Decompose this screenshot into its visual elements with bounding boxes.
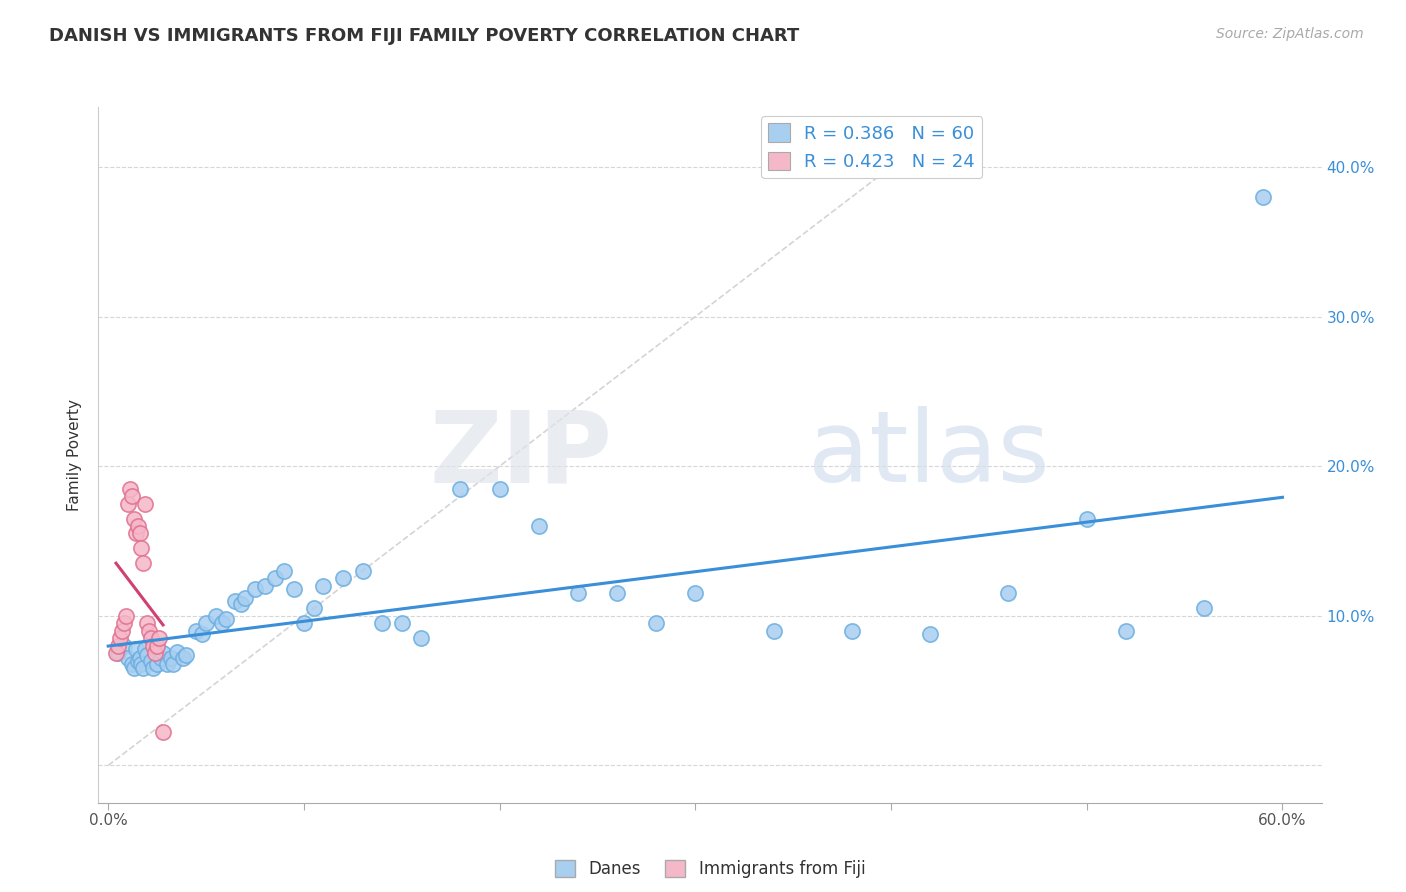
- Point: [253, 579, 276, 593]
- Point: [143, 646, 166, 660]
- Point: [292, 616, 315, 631]
- Point: [332, 571, 354, 585]
- Point: [160, 650, 183, 665]
- Point: [112, 616, 135, 631]
- Point: [127, 654, 149, 668]
- Point: [312, 579, 335, 593]
- Point: [920, 626, 942, 640]
- Point: [150, 650, 173, 665]
- Point: [606, 586, 628, 600]
- Point: [124, 526, 146, 541]
- Point: [1192, 601, 1215, 615]
- Point: [117, 650, 139, 665]
- Point: [1251, 190, 1274, 204]
- Point: [138, 624, 160, 638]
- Point: [1076, 511, 1098, 525]
- Point: [152, 646, 174, 660]
- Point: [488, 482, 510, 496]
- Text: DANISH VS IMMIGRANTS FROM FIJI FAMILY POVERTY CORRELATION CHART: DANISH VS IMMIGRANTS FROM FIJI FAMILY PO…: [49, 27, 800, 45]
- Point: [131, 657, 153, 671]
- Point: [122, 661, 145, 675]
- Point: [450, 482, 472, 496]
- Point: [231, 597, 253, 611]
- Point: [112, 639, 135, 653]
- Point: [263, 571, 285, 585]
- Point: [141, 654, 163, 668]
- Point: [302, 601, 325, 615]
- Point: [146, 639, 169, 653]
- Point: [214, 612, 236, 626]
- Point: [136, 616, 159, 631]
- Point: [172, 650, 194, 665]
- Point: [841, 624, 863, 638]
- Point: [128, 650, 150, 665]
- Point: [162, 657, 184, 671]
- Y-axis label: Family Poverty: Family Poverty: [67, 399, 83, 511]
- Point: [128, 526, 150, 541]
- Point: [148, 631, 170, 645]
- Point: [117, 497, 139, 511]
- Text: 0.0%: 0.0%: [89, 814, 128, 829]
- Point: [224, 594, 246, 608]
- Point: [567, 586, 589, 600]
- Text: 60.0%: 60.0%: [1258, 814, 1306, 829]
- Point: [124, 641, 146, 656]
- Point: [176, 648, 198, 662]
- Point: [233, 591, 256, 605]
- Point: [371, 616, 394, 631]
- Point: [142, 661, 165, 675]
- Point: [108, 631, 131, 645]
- Point: [134, 641, 156, 656]
- Point: [645, 616, 668, 631]
- Point: [141, 631, 163, 645]
- Point: [121, 657, 143, 671]
- Point: [273, 564, 295, 578]
- Point: [114, 608, 136, 623]
- Point: [191, 626, 214, 640]
- Point: [762, 624, 785, 638]
- Point: [107, 646, 129, 660]
- Point: [1115, 624, 1137, 638]
- Point: [105, 646, 128, 660]
- Point: [132, 661, 155, 675]
- Point: [352, 564, 374, 578]
- Point: [685, 586, 707, 600]
- Point: [411, 631, 433, 645]
- Point: [127, 519, 149, 533]
- Point: [283, 582, 305, 596]
- Point: [134, 497, 156, 511]
- Point: [195, 616, 218, 631]
- Point: [186, 624, 208, 638]
- Text: atlas: atlas: [808, 407, 1049, 503]
- Point: [136, 648, 159, 662]
- Point: [122, 511, 145, 525]
- Point: [132, 557, 155, 571]
- Point: [156, 657, 179, 671]
- Point: [152, 725, 174, 739]
- Point: [111, 624, 134, 638]
- Legend: Danes, Immigrants from Fiji: Danes, Immigrants from Fiji: [548, 854, 872, 885]
- Point: [166, 645, 188, 659]
- Point: [205, 608, 228, 623]
- Point: [527, 519, 550, 533]
- Point: [121, 489, 143, 503]
- Text: Source: ZipAtlas.com: Source: ZipAtlas.com: [1216, 27, 1364, 41]
- Point: [997, 586, 1019, 600]
- Point: [107, 639, 129, 653]
- Point: [211, 616, 233, 631]
- Point: [391, 616, 413, 631]
- Point: [118, 482, 141, 496]
- Text: ZIP: ZIP: [429, 407, 612, 503]
- Point: [142, 639, 165, 653]
- Point: [131, 541, 153, 556]
- Point: [146, 657, 169, 671]
- Point: [243, 582, 266, 596]
